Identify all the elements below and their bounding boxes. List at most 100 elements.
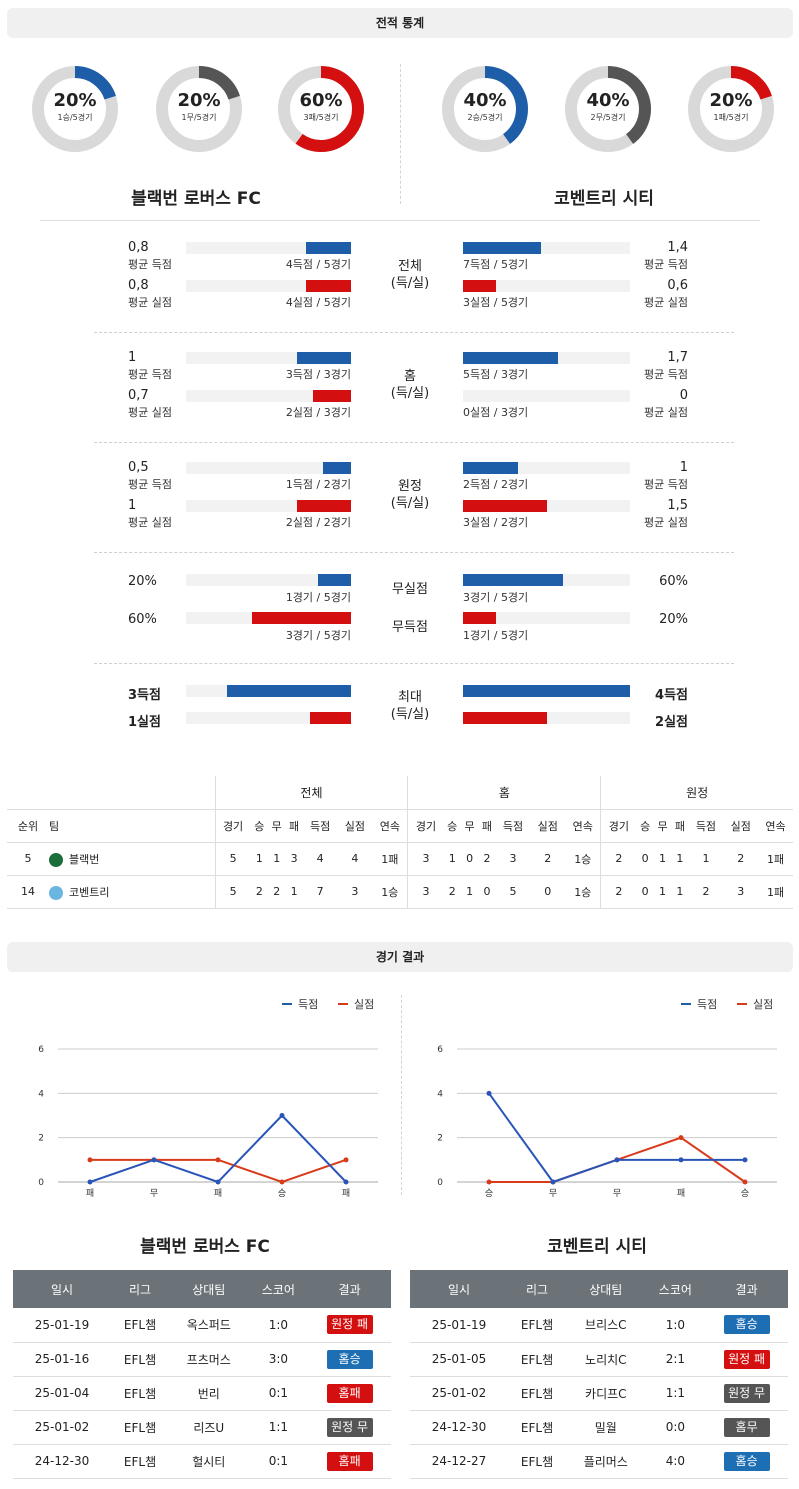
match-date: 25-01-19 [13, 1308, 112, 1343]
series-conceded-line [90, 1158, 347, 1184]
home-avg-val-0-1: 0,8 [128, 278, 149, 293]
match-date: 25-01-05 [410, 1342, 509, 1377]
away-max-bar-0 [463, 685, 630, 697]
away-donut-ring-2 [688, 66, 774, 152]
match-opponent: 브리스C [566, 1308, 646, 1343]
result-badge: 홈승 [326, 1349, 373, 1369]
results-row[interactable]: 25-01-02 EFL챔 리즈U 1:1 원정 무 [13, 1410, 391, 1445]
standings-cell-3: 2 [250, 875, 268, 909]
away-avg-bar-0-1 [463, 280, 496, 292]
x-tick-label: 무 [613, 1188, 621, 1199]
home-avg-lbl-2-0: 평균 득점 [128, 478, 172, 491]
result-badge: 원정 패 [723, 1349, 770, 1369]
home-clean-cap-0: 1경기 / 5경기 [285, 591, 351, 604]
standings-cell-4: 1 [268, 842, 286, 876]
standings-cell-7: 3 [337, 875, 373, 909]
away-clean-cap-1: 1경기 / 5경기 [463, 629, 529, 642]
home-donut-ring-1 [156, 66, 242, 152]
results-row[interactable]: 25-01-05 EFL챔 노리치C 2:1 원정 패 [410, 1342, 788, 1377]
stats-divider-2 [94, 552, 734, 553]
match-league: EFL챔 [111, 1308, 170, 1343]
match-score: 4:0 [645, 1444, 706, 1479]
match-opponent: 프츠머스 [169, 1342, 249, 1377]
home-avg-val-1-0: 1 [128, 350, 137, 365]
home-max-val-0: 3득점 [128, 688, 161, 703]
avg-mid-label-1: 홈 (득/실) [370, 368, 450, 402]
standings-cell-1[interactable]: 블랙번 [49, 842, 216, 876]
results-row[interactable]: 24-12-30 EFL챔 헐시티 0:1 홈패 [13, 1444, 391, 1479]
match-date: 24-12-30 [13, 1444, 112, 1479]
away-clean-bar-1-track [463, 612, 630, 624]
match-opponent: 리즈U [169, 1410, 249, 1445]
standings-cell-12: 0 [478, 875, 496, 909]
home-clean-bar-1 [252, 612, 351, 624]
result-badge: 원정 무 [723, 1383, 770, 1403]
standings-header-14: 실점 [530, 809, 566, 843]
result-badge: 홈패 [326, 1383, 373, 1403]
standings-cell-1[interactable]: 코벤트리 [49, 875, 216, 909]
standings-cell-8: 1패 [372, 842, 409, 876]
home-avg-cap-1-1: 2실점 / 3경기 [285, 406, 351, 419]
match-opponent: 옥스퍼드 [169, 1308, 249, 1343]
standings-cell-17: 0 [636, 842, 654, 876]
results-row[interactable]: 25-01-04 EFL챔 번리 0:1 홈패 [13, 1376, 391, 1411]
away-avg-lbl-2-1: 평균 실점 [644, 516, 688, 529]
standings-group-row: 전체 홈 원정 [7, 776, 793, 810]
match-result: 홈승 [705, 1444, 788, 1479]
away-clean-bar-1 [463, 612, 496, 624]
home-avg-val-0-0: 0,8 [128, 240, 149, 255]
results-row[interactable]: 24-12-27 EFL챔 플리머스 4:0 홈승 [410, 1444, 788, 1479]
standings-cell-5: 1 [285, 875, 303, 909]
legend-conceded-label: 실점 [753, 998, 773, 1011]
standings-cell-0: 5 [7, 842, 49, 876]
standings-header-3: 승 [250, 809, 268, 843]
results-row[interactable]: 25-01-16 EFL챔 프츠머스 3:0 홈승 [13, 1342, 391, 1377]
standings-row: 5 블랙번 5 1 1 3 4 4 1패 3 1 0 2 3 2 1승 2 0 1 1 1 2 1패 [7, 842, 793, 876]
home-clean-bar-0-track [186, 574, 351, 586]
mid-label-sub: (득/실) [390, 386, 430, 401]
match-league: EFL챔 [111, 1444, 170, 1479]
home-results-chart: 득점 실점 6 4 2 0 패 무 패 승 패 [0, 995, 390, 1205]
match-date: 24-12-27 [410, 1444, 509, 1479]
standings-table: 전체 홈 원정 순위 팀 경기 승 무 패 득점 실점 연속 경기 승 무 패 득점 실점 연속 경기 승 무 패 득점 실점 연… [7, 776, 793, 909]
home-avg-val-1-1: 0,7 [128, 388, 149, 403]
away-avg-bar-1-1-track [463, 390, 630, 402]
home-avg-lbl-1-1: 평균 실점 [128, 406, 172, 419]
results-row[interactable]: 25-01-19 EFL챔 브리스C 1:0 홈승 [410, 1308, 788, 1343]
away-avg-bar-0-1-track [463, 280, 630, 292]
home-max-bar-0 [227, 685, 351, 697]
match-league: EFL챔 [508, 1410, 567, 1445]
standings-cell-6: 7 [302, 875, 338, 909]
home-clean-cap-1: 3경기 / 5경기 [285, 629, 351, 642]
x-tick-label: 승 [485, 1188, 493, 1199]
x-tick-label: 승 [278, 1188, 286, 1199]
y-tick-label: 2 [437, 1134, 443, 1144]
donut-arc [278, 66, 364, 152]
series-conceded-point [486, 1179, 492, 1185]
away-donut-sub-2: 1패/5경기 [713, 113, 749, 122]
standings-header-15: 연속 [565, 809, 602, 843]
results-header-row: 일시 리그 상대팀 스코어 결과 [13, 1270, 391, 1308]
standings-header-9: 경기 [407, 809, 444, 843]
away-avg-bar-1-0 [463, 352, 558, 364]
series-conceded-point [742, 1179, 748, 1185]
match-opponent: 헐시티 [169, 1444, 249, 1479]
standings-cell-5: 3 [285, 842, 303, 876]
standings-header-17: 승 [636, 809, 654, 843]
standings-header-20: 득점 [688, 809, 724, 843]
standings-cell-21: 3 [723, 875, 759, 909]
clean-sheet-label: 무실점 [392, 582, 428, 597]
away-clean-val-1: 20% [659, 612, 688, 627]
results-row[interactable]: 25-01-19 EFL챔 옥스퍼드 1:0 원정 패 [13, 1308, 391, 1343]
match-score: 1:1 [248, 1410, 309, 1445]
results-row[interactable]: 25-01-02 EFL챔 카디프C 1:1 원정 무 [410, 1376, 788, 1411]
series-conceded-point [678, 1135, 684, 1141]
results-row[interactable]: 24-12-30 EFL챔 밀월 0:0 홈무 [410, 1410, 788, 1445]
match-opponent: 카디프C [566, 1376, 646, 1411]
away-donut-1: 40% 2무/5경기 [563, 64, 653, 154]
legend-scored-label: 득점 [298, 998, 318, 1011]
match-league: EFL챔 [111, 1342, 170, 1377]
stats-divider-0 [94, 332, 734, 333]
home-donut-pct-2: 60% [299, 90, 343, 111]
standings-header-row: 순위 팀 경기 승 무 패 득점 실점 연속 경기 승 무 패 득점 실점 연속 경기 승 무 패 득점 실점 연속 [7, 809, 793, 843]
